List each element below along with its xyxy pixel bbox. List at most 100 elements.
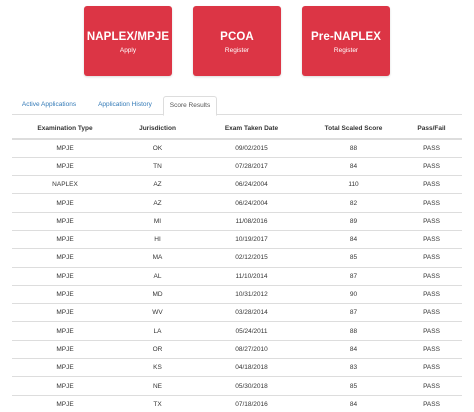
- table-row: NAPLEX AZ 06/24/2004 110 PASS: [12, 175, 462, 194]
- cell-exam-taken-date: 03/28/2014: [197, 303, 306, 322]
- cell-jurisdiction: HI: [118, 229, 197, 249]
- cell-pass-fail: PASS: [401, 156, 462, 176]
- cell-total-scaled-score: 82: [306, 193, 401, 213]
- tab-bar: Active Applications Application History …: [12, 96, 462, 116]
- tile-action: Register: [333, 47, 359, 54]
- cell-jurisdiction: OR: [118, 339, 197, 359]
- cell-jurisdiction: LA: [118, 321, 197, 341]
- cell-total-scaled-score: 90: [306, 284, 401, 304]
- cell-examination-type: MPJE: [12, 138, 118, 158]
- cell-pass-fail: PASS: [401, 394, 462, 412]
- tile-action: Apply: [119, 47, 137, 54]
- table-row: MPJE MA 02/12/2015 85 PASS: [12, 248, 462, 268]
- cell-examination-type: MPJE: [12, 248, 118, 268]
- tile-title: NAPLEX/MPJE: [86, 31, 170, 43]
- pre-naplex-register-tile[interactable]: Pre-NAPLEX Register: [302, 6, 390, 76]
- column-header-jurisdiction: Jurisdiction: [118, 118, 197, 140]
- cell-examination-type: MPJE: [12, 376, 118, 396]
- cell-examination-type: MPJE: [12, 358, 118, 377]
- cell-pass-fail: PASS: [401, 211, 462, 231]
- cell-examination-type: MPJE: [12, 193, 118, 213]
- cell-pass-fail: PASS: [401, 138, 462, 158]
- cell-total-scaled-score: 88: [306, 138, 401, 158]
- cell-exam-taken-date: 11/10/2014: [197, 266, 306, 286]
- tile-title: PCOA: [220, 31, 254, 43]
- table-header-row: Examination Type Jurisdiction Exam Taken…: [12, 118, 462, 140]
- cell-jurisdiction: OK: [118, 138, 197, 158]
- cell-examination-type: MPJE: [12, 211, 118, 231]
- cell-examination-type: MPJE: [12, 303, 118, 322]
- naplex-mpje-apply-tile[interactable]: NAPLEX/MPJE Apply: [84, 6, 172, 76]
- cell-total-scaled-score: 85: [306, 376, 401, 396]
- table-row: MPJE LA 05/24/2011 88 PASS: [12, 321, 462, 341]
- cell-pass-fail: PASS: [401, 321, 462, 341]
- cell-pass-fail: PASS: [401, 358, 462, 377]
- table-row: MPJE WV 03/28/2014 87 PASS: [12, 303, 462, 322]
- table-row: MPJE TN 07/28/2017 84 PASS: [12, 156, 462, 176]
- cell-jurisdiction: MA: [118, 248, 197, 268]
- cell-total-scaled-score: 89: [306, 211, 401, 231]
- cell-total-scaled-score: 84: [306, 156, 401, 176]
- cell-jurisdiction: AZ: [118, 175, 197, 194]
- score-results-table: Examination Type Jurisdiction Exam Taken…: [12, 118, 462, 412]
- cell-examination-type: MPJE: [12, 156, 118, 176]
- cell-exam-taken-date: 10/31/2012: [197, 284, 306, 304]
- cell-total-scaled-score: 84: [306, 394, 401, 412]
- cell-exam-taken-date: 06/24/2004: [197, 193, 306, 213]
- cell-jurisdiction: MD: [118, 284, 197, 304]
- table-row: MPJE KS 04/18/2018 83 PASS: [12, 358, 462, 377]
- cell-total-scaled-score: 84: [306, 339, 401, 359]
- cell-exam-taken-date: 09/02/2015: [197, 138, 306, 158]
- cell-exam-taken-date: 06/24/2004: [197, 175, 306, 194]
- table-row: MPJE MI 11/08/2016 89 PASS: [12, 211, 462, 231]
- cell-exam-taken-date: 10/19/2017: [197, 229, 306, 249]
- cell-examination-type: MPJE: [12, 266, 118, 286]
- cell-examination-type: MPJE: [12, 394, 118, 412]
- cell-exam-taken-date: 08/27/2010: [197, 339, 306, 359]
- pcoa-register-tile[interactable]: PCOA Register: [193, 6, 281, 76]
- column-header-exam-taken-date: Exam Taken Date: [197, 118, 306, 140]
- cell-total-scaled-score: 88: [306, 321, 401, 341]
- table-row: MPJE MD 10/31/2012 90 PASS: [12, 284, 462, 304]
- cell-exam-taken-date: 11/08/2016: [197, 211, 306, 231]
- cell-pass-fail: PASS: [401, 248, 462, 268]
- table-row: MPJE NE 05/30/2018 85 PASS: [12, 376, 462, 396]
- cell-exam-taken-date: 02/12/2015: [197, 248, 306, 268]
- column-header-total-scaled-score: Total Scaled Score: [306, 118, 401, 140]
- cell-exam-taken-date: 07/28/2017: [197, 156, 306, 176]
- table-row: MPJE AZ 06/24/2004 82 PASS: [12, 193, 462, 213]
- table-row: MPJE OK 09/02/2015 88 PASS: [12, 138, 462, 158]
- cell-jurisdiction: AL: [118, 266, 197, 286]
- cell-exam-taken-date: 05/24/2011: [197, 321, 306, 341]
- table-row: MPJE HI 10/19/2017 84 PASS: [12, 229, 462, 249]
- cell-total-scaled-score: 110: [306, 175, 401, 194]
- table-row: MPJE TX 07/18/2016 84 PASS: [12, 394, 462, 412]
- column-header-examination-type: Examination Type: [12, 118, 118, 140]
- table-row: MPJE OR 08/27/2010 84 PASS: [12, 339, 462, 359]
- cell-examination-type: MPJE: [12, 229, 118, 249]
- cell-pass-fail: PASS: [401, 175, 462, 194]
- cell-jurisdiction: WV: [118, 303, 197, 322]
- table-body: MPJE OK 09/02/2015 88 PASS MPJE TN 07/28/2017 84…: [12, 138, 462, 412]
- cell-pass-fail: PASS: [401, 193, 462, 213]
- cell-jurisdiction: AZ: [118, 193, 197, 213]
- tab-active-applications[interactable]: Active Applications: [21, 101, 77, 108]
- tab-application-history[interactable]: Application History: [98, 101, 152, 108]
- cell-jurisdiction: TX: [118, 394, 197, 412]
- cell-jurisdiction: MI: [118, 211, 197, 231]
- cell-jurisdiction: NE: [118, 376, 197, 396]
- tab-score-results[interactable]: Score Results: [163, 96, 217, 116]
- cell-jurisdiction: KS: [118, 358, 197, 377]
- action-tiles: NAPLEX/MPJE Apply PCOA Register Pre-NAPL…: [0, 6, 474, 78]
- cell-pass-fail: PASS: [401, 229, 462, 249]
- cell-pass-fail: PASS: [401, 266, 462, 286]
- cell-total-scaled-score: 87: [306, 303, 401, 322]
- cell-pass-fail: PASS: [401, 284, 462, 304]
- tile-title: Pre-NAPLEX: [310, 31, 382, 43]
- cell-total-scaled-score: 84: [306, 229, 401, 249]
- cell-total-scaled-score: 85: [306, 248, 401, 268]
- cell-pass-fail: PASS: [401, 376, 462, 396]
- cell-total-scaled-score: 83: [306, 358, 401, 377]
- cell-examination-type: MPJE: [12, 339, 118, 359]
- tile-action: Register: [224, 47, 250, 54]
